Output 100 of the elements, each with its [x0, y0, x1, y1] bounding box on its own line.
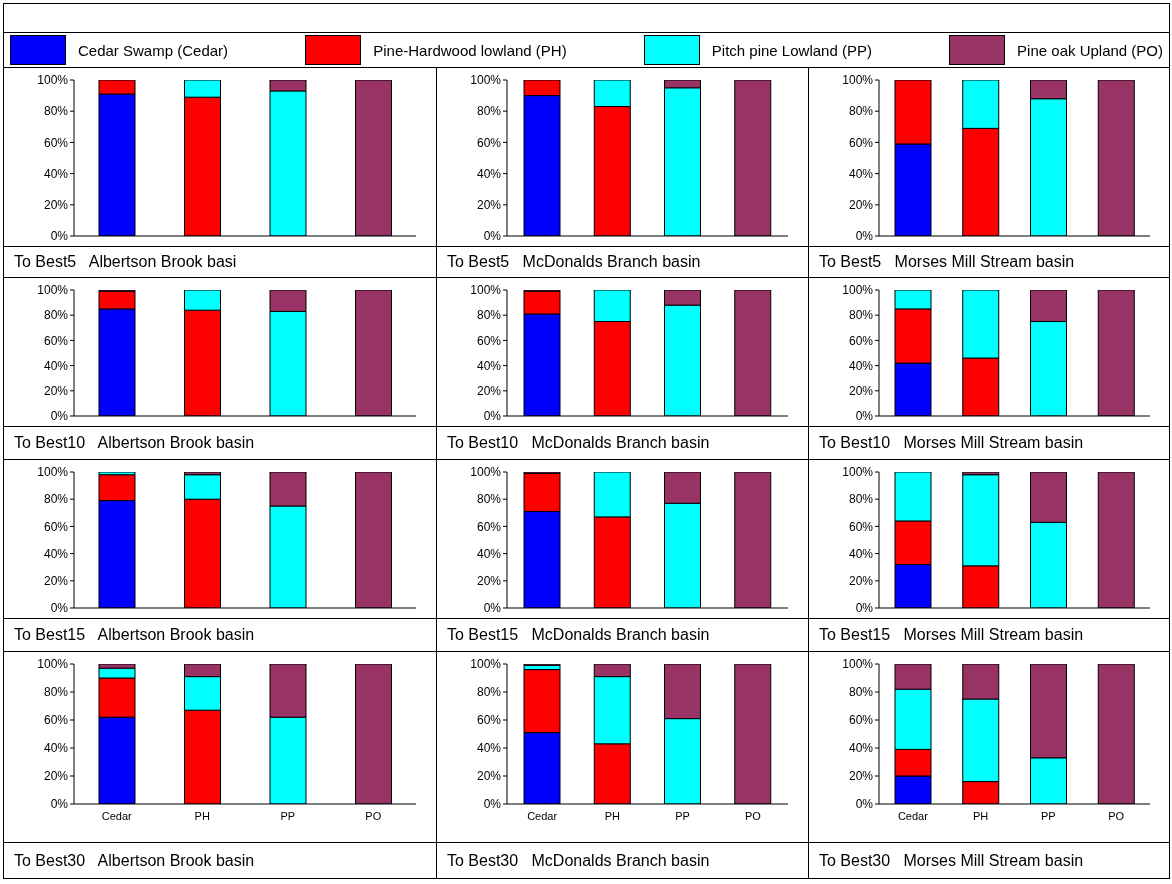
y-tick-label: 40%	[43, 358, 69, 373]
y-tick-label: 0%	[50, 601, 69, 616]
y-tick-label: 80%	[476, 492, 502, 507]
x-tick-label: PH	[194, 809, 210, 822]
y-tick-label: 80%	[848, 308, 874, 323]
y-tick-label: 60%	[476, 713, 502, 728]
y-tick-label: 80%	[43, 492, 69, 507]
y-tick-label: 60%	[476, 333, 502, 348]
x-tick-label: PP	[675, 809, 690, 822]
y-tick-label: 0%	[855, 229, 874, 244]
y-tick-label: 20%	[848, 769, 874, 784]
y-tick-label: 20%	[476, 384, 502, 399]
y-tick-label: 40%	[43, 166, 69, 181]
y-tick-label: 20%	[43, 769, 69, 784]
y-tick-label: 40%	[476, 358, 502, 373]
y-tick-label: 20%	[848, 198, 874, 213]
x-axis-title: To Best5 Albertson Brook basi	[4, 246, 436, 278]
y-tick-label: 20%	[848, 384, 874, 399]
y-tick-label: 80%	[476, 308, 502, 323]
y-tick-label: 40%	[848, 741, 874, 756]
y-tick-label: 100%	[842, 73, 874, 88]
x-axis-title: To Best10 Morses Mill Stream basin	[809, 426, 1170, 460]
y-tick-label: 60%	[476, 519, 502, 534]
y-tick-label: 100%	[842, 465, 874, 480]
x-tick-label: Cedar	[101, 809, 133, 822]
y-tick-label: 100%	[842, 283, 874, 298]
y-tick-label: 100%	[37, 73, 69, 88]
y-tick-label: 20%	[43, 198, 69, 213]
x-tick-label: PH	[972, 809, 989, 822]
y-tick-label: 40%	[43, 741, 69, 756]
y-tick-label: 0%	[855, 409, 874, 424]
x-tick-label: PO	[744, 809, 762, 822]
y-tick-label: 100%	[470, 657, 502, 672]
y-tick-label: 80%	[848, 685, 874, 700]
y-tick-label: 40%	[43, 546, 69, 561]
y-tick-label: 60%	[43, 333, 69, 348]
y-tick-label: 80%	[476, 104, 502, 119]
legend-label: Pine oak Upland (PO)	[1017, 41, 1163, 59]
y-tick-label: 0%	[50, 797, 69, 812]
x-axis-title: To Best15 Morses Mill Stream basin	[809, 618, 1170, 652]
y-tick-label: 80%	[43, 308, 69, 323]
x-axis-title: To Best10 McDonalds Branch basin	[437, 426, 808, 460]
y-tick-label: 0%	[483, 797, 502, 812]
x-axis-title: To Best15 Albertson Brook basin	[4, 618, 436, 652]
y-tick-label: 20%	[43, 384, 69, 399]
y-tick-label: 60%	[43, 713, 69, 728]
y-tick-label: 100%	[842, 657, 874, 672]
y-tick-label: 80%	[848, 104, 874, 119]
y-tick-label: 60%	[848, 135, 874, 150]
y-tick-label: 100%	[470, 73, 502, 88]
x-axis-title: To Best30 Morses Mill Stream basin	[809, 842, 1170, 878]
y-tick-label: 100%	[37, 657, 69, 672]
y-tick-label: 100%	[470, 283, 502, 298]
x-axis-title: To Best15 McDonalds Branch basin	[437, 618, 808, 652]
y-tick-label: 40%	[848, 358, 874, 373]
y-tick-label: 0%	[483, 409, 502, 424]
y-tick-label: 40%	[848, 166, 874, 181]
y-tick-label: 20%	[476, 198, 502, 213]
y-tick-label: 100%	[37, 283, 69, 298]
x-axis-title: To Best5 McDonalds Branch basin	[437, 246, 808, 278]
x-tick-label: Cedar	[897, 809, 929, 822]
y-tick-label: 40%	[476, 166, 502, 181]
y-tick-label: 100%	[470, 465, 502, 480]
y-tick-label: 40%	[476, 741, 502, 756]
y-tick-label: 100%	[37, 465, 69, 480]
y-tick-label: 80%	[476, 685, 502, 700]
x-axis-title: To Best10 Albertson Brook basin	[4, 426, 436, 460]
y-tick-label: 60%	[476, 135, 502, 150]
x-tick-label: PP	[280, 809, 296, 822]
y-tick-label: 40%	[476, 546, 502, 561]
y-tick-label: 20%	[43, 574, 69, 589]
x-tick-label: PP	[1041, 809, 1056, 822]
y-tick-label: 0%	[50, 409, 69, 424]
x-tick-label: PH	[604, 809, 621, 822]
y-tick-label: 0%	[50, 229, 69, 244]
y-tick-label: 80%	[43, 104, 69, 119]
y-tick-label: 60%	[848, 519, 874, 534]
y-tick-label: 0%	[855, 601, 874, 616]
y-tick-label: 80%	[848, 492, 874, 507]
y-tick-label: 0%	[483, 229, 502, 244]
legend-label: Cedar Swamp (Cedar)	[78, 41, 229, 59]
legend-label: Pine-Hardwood lowland (PH)	[373, 41, 567, 59]
y-tick-label: 40%	[848, 546, 874, 561]
x-axis-title: To Best30 Albertson Brook basin	[4, 842, 436, 878]
x-tick-label: Cedar	[527, 809, 558, 822]
x-tick-label: PO	[1108, 809, 1125, 822]
y-tick-label: 80%	[43, 685, 69, 700]
y-tick-label: 0%	[483, 601, 502, 616]
y-tick-label: 60%	[43, 519, 69, 534]
x-axis-title: To Best5 Morses Mill Stream basin	[809, 246, 1170, 278]
legend-label: Pitch pine Lowland (PP)	[711, 41, 872, 59]
x-tick-label: PO	[365, 809, 382, 822]
y-tick-label: 20%	[476, 769, 502, 784]
y-tick-label: 60%	[43, 135, 69, 150]
x-axis-title: To Best30 McDonalds Branch basin	[437, 842, 808, 878]
y-tick-label: 0%	[855, 797, 874, 812]
y-tick-label: 60%	[848, 713, 874, 728]
y-tick-label: 20%	[848, 574, 874, 589]
y-tick-label: 60%	[848, 333, 874, 348]
y-tick-label: 20%	[476, 574, 502, 589]
